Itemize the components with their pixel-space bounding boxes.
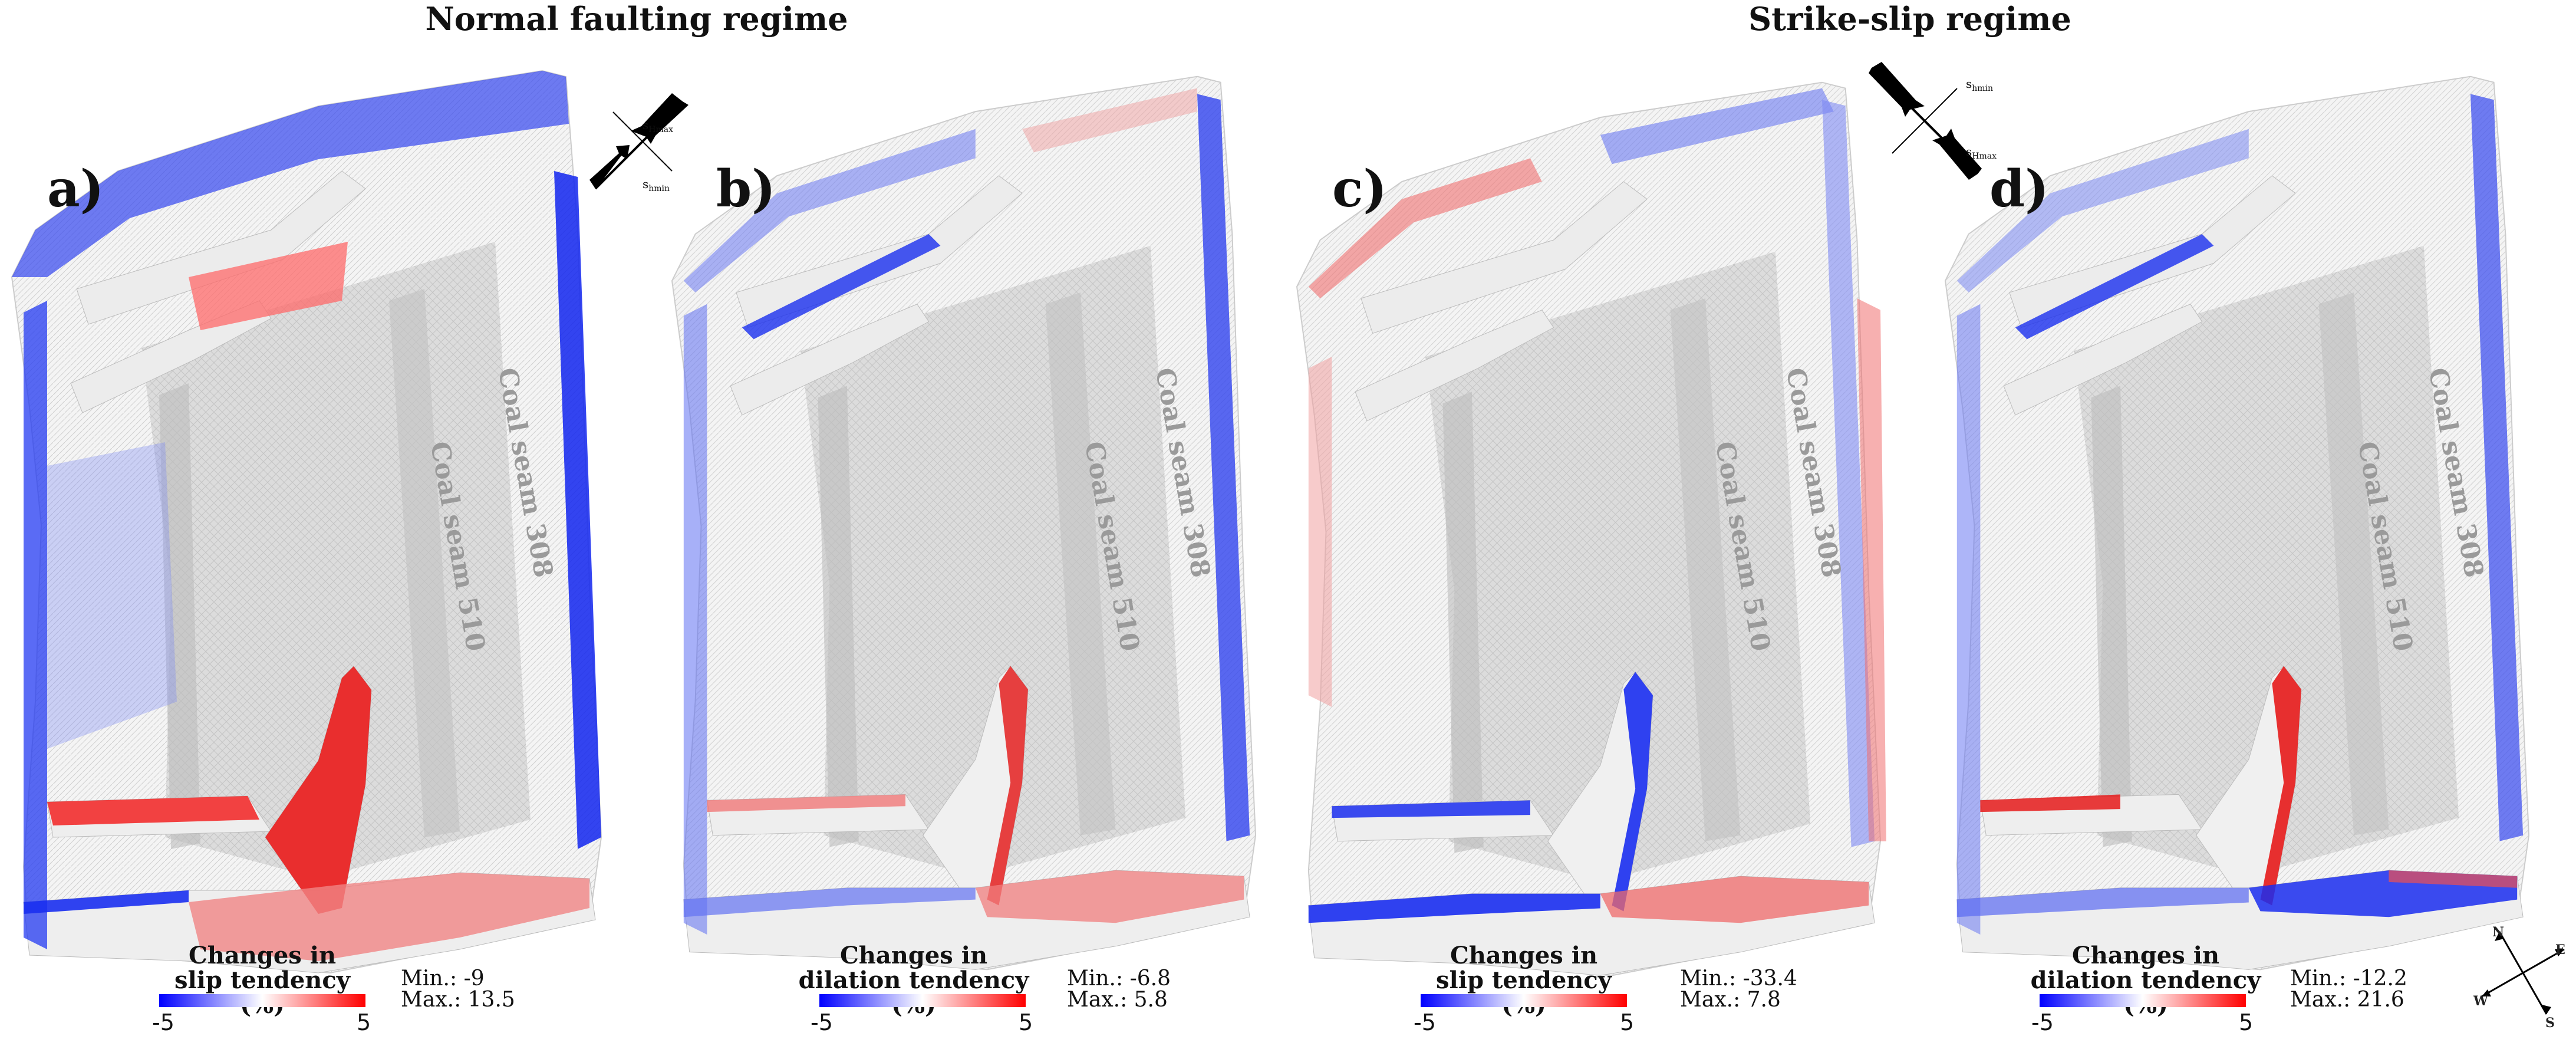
- colorbar-d: [2040, 994, 2246, 1007]
- compass-label-w: W: [2473, 994, 2488, 1009]
- shmax-arrow-icon: [589, 145, 630, 189]
- panel-label-d: d): [1989, 159, 2049, 219]
- shmax-arrow-icon: [1869, 62, 1925, 117]
- stress-label-shmin: shmin: [643, 177, 670, 193]
- panel-label-a: a): [47, 159, 104, 219]
- stat-min: Min.: -33.4: [1680, 966, 1797, 991]
- stat-max: Max.: 13.5: [401, 988, 515, 1012]
- colorbar-tick-min: -5: [1414, 1009, 1436, 1035]
- colorbar-a: [159, 994, 365, 1007]
- panel-label-c: c): [1332, 159, 1388, 219]
- stat-max: Max.: 21.6: [2290, 988, 2404, 1012]
- compass-icon: [2481, 931, 2565, 1015]
- stress-label-shmax: sHmax: [643, 118, 673, 134]
- stress-label-shmin: shmin: [1966, 77, 1994, 93]
- compass-label-e: E: [2555, 942, 2565, 958]
- stat-min: Min.: -12.2: [2290, 966, 2407, 991]
- panel-a-mesh: [11, 70, 602, 973]
- panel-c-mesh: [1296, 81, 1886, 976]
- stat-max: Max.: 5.8: [1067, 988, 1168, 1012]
- panel-d-mesh: [1945, 75, 2529, 971]
- compass-label-n: N: [2492, 925, 2505, 940]
- stat-min: Min.: -9: [401, 966, 485, 991]
- stress-symbol-strike-slip: [1869, 62, 1982, 180]
- panel-label-b: b): [716, 159, 776, 219]
- colorbar-tick-min: -5: [152, 1009, 174, 1035]
- colorbar-tick-max: 5: [1620, 1009, 1635, 1035]
- colorbar-tick-max: 5: [1019, 1009, 1033, 1035]
- panel-b-mesh: [671, 75, 1256, 971]
- colorbar-b: [819, 994, 1026, 1007]
- stress-label-shmax: sHmax: [1966, 144, 1997, 161]
- stat-max: Max.: 7.8: [1680, 988, 1781, 1012]
- colorbar-tick-min: -5: [811, 1009, 833, 1035]
- heading-strike-slip: Strike-slip regime: [1748, 0, 2071, 38]
- compass-label-s: S: [2545, 1015, 2555, 1031]
- shmax-arrow-icon: [631, 93, 689, 144]
- heading-normal-faulting: Normal faulting regime: [425, 0, 848, 38]
- stat-min: Min.: -6.8: [1067, 966, 1171, 991]
- colorbar-tick-max: 5: [2239, 1009, 2254, 1035]
- colorbar-c: [1421, 994, 1627, 1007]
- stress-symbol-normal: [589, 93, 689, 190]
- colorbar-tick-max: 5: [357, 1009, 371, 1035]
- shmax-arrow-icon: [1932, 129, 1982, 180]
- colorbar-tick-min: -5: [2031, 1009, 2054, 1035]
